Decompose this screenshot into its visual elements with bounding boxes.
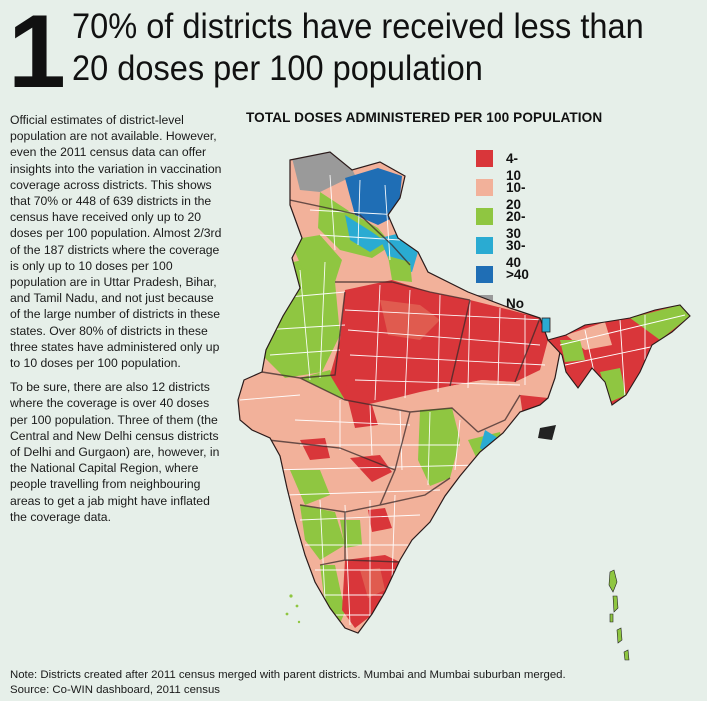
footnote-source: Source: Co-WIN dashboard, 2011 census: [10, 684, 220, 696]
legend-label: 10-20: [506, 180, 526, 212]
body-text: Official estimates of district-level pop…: [10, 112, 226, 533]
body-paragraph-1: Official estimates of district-level pop…: [10, 113, 222, 371]
legend-label: 20-30: [506, 209, 526, 241]
footnote-note: Note: Districts created after 2011 censu…: [10, 669, 566, 681]
legend-swatch: [476, 208, 493, 225]
legend-swatch: [476, 179, 493, 196]
legend-label: 4-10: [506, 151, 522, 183]
india-district-map: [237, 151, 691, 661]
body-paragraph-2: To be sure, there are also 12 districts …: [10, 380, 220, 524]
headline-line-1: 70% of districts have received less than: [72, 7, 644, 46]
map-title: TOTAL DOSES ADMINISTERED PER 100 POPULAT…: [246, 110, 603, 125]
legend-swatch: [476, 237, 493, 254]
headline-line-2: 20 doses per 100 population: [72, 49, 483, 88]
legend-swatch: [476, 266, 493, 283]
legend-label: 30-40: [506, 238, 526, 270]
story-number: 1: [8, 0, 66, 110]
legend-label: >40: [506, 267, 529, 282]
legend-swatch: [476, 150, 493, 167]
footnote: Note: Districts created after 2011 censu…: [10, 668, 700, 698]
headline: 70% of districts have received less than…: [72, 6, 658, 90]
